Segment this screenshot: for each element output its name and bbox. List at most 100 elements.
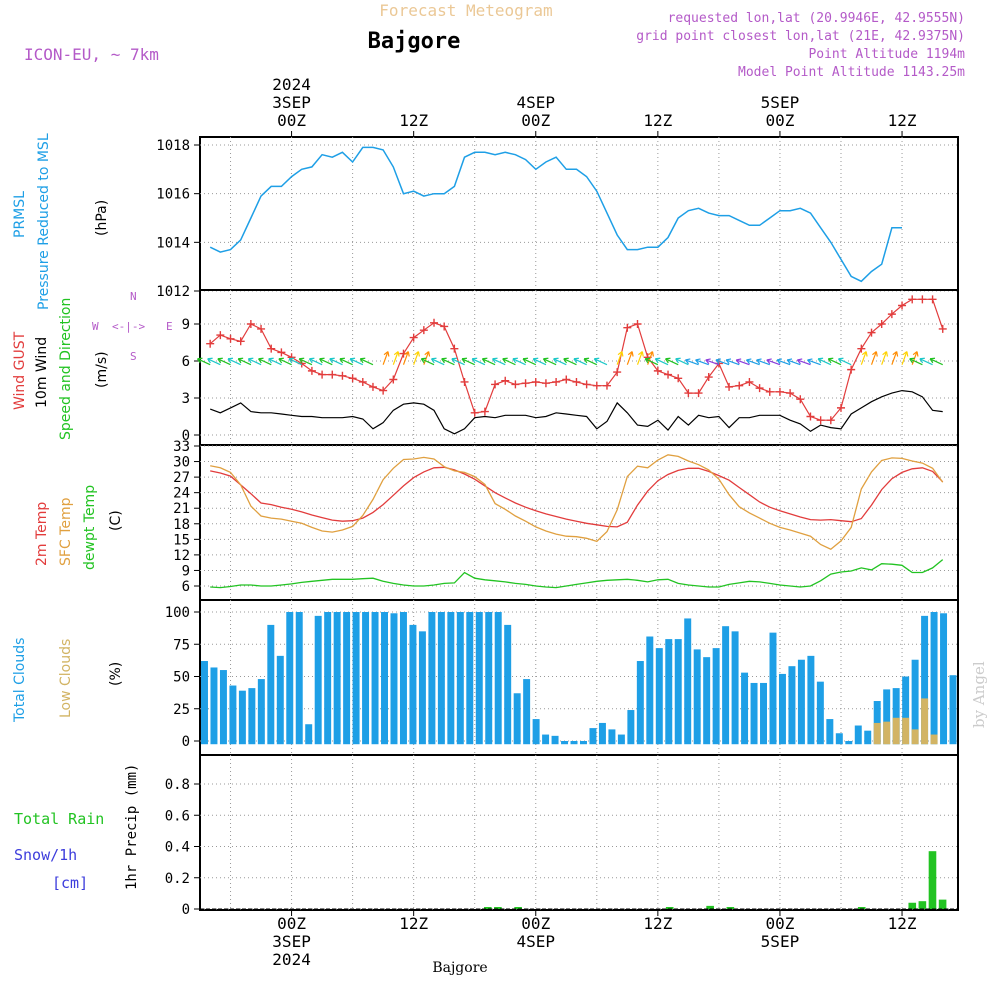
gust-point [694, 389, 703, 398]
clouds-ytick-label: 75 [173, 637, 190, 653]
gust-point [562, 375, 571, 384]
wind-ytick-label: 0 [182, 428, 190, 444]
gust-point [816, 416, 825, 425]
total-clouds-bar [636, 661, 644, 745]
gust-point [470, 408, 479, 417]
total-clouds-bar [343, 612, 351, 745]
total-clouds-bar [750, 682, 758, 745]
total-clouds-bar [210, 667, 218, 745]
gust-point [328, 370, 337, 379]
wind-arrow-head [593, 357, 600, 364]
wind-arrow-head [644, 357, 651, 364]
rain-bar [918, 901, 927, 909]
wind-arrow [736, 359, 750, 366]
gust-point [857, 344, 866, 353]
gust-point [226, 334, 235, 343]
wind-arrow [319, 358, 333, 366]
bottom-time-label: 12Z [643, 914, 672, 933]
wind-arrow [746, 359, 760, 366]
gust-point [938, 324, 947, 333]
gust-point [480, 407, 489, 416]
wind-arrow [309, 358, 323, 366]
wind-arrow-head [807, 358, 813, 365]
total-clouds-bar [485, 612, 493, 745]
total-clouds-bar [324, 612, 332, 745]
wind-arrow [392, 351, 399, 365]
wind-arrow-head [451, 357, 457, 364]
low-clouds-bar [873, 722, 881, 745]
wind-arrow-head [512, 357, 518, 364]
gust-point [572, 377, 581, 386]
gust-point [775, 387, 784, 396]
sfc-label: SFC Temp [58, 497, 74, 566]
total-clouds-bar [504, 624, 512, 745]
gust-point [531, 377, 540, 386]
wind-arrow-head [909, 357, 915, 364]
wind-arrow [227, 358, 241, 366]
wind-arrow-head [393, 351, 400, 357]
gust-point [541, 379, 550, 388]
gust-point [786, 389, 795, 398]
rain-bar [726, 907, 735, 909]
wind-ytick-label: 3 [182, 391, 190, 407]
wind-arrow-head [872, 351, 878, 357]
wind-arrow [870, 351, 877, 365]
gust-label: Wind GUST [12, 331, 28, 410]
wind-arrow [881, 351, 888, 365]
wind-arrow-head [217, 357, 223, 364]
wind-label: 10m Wind [34, 337, 50, 408]
gust-point [664, 370, 673, 379]
total-clouds-bar [418, 631, 426, 745]
info-line-3: Point Altitude 1194m [808, 47, 965, 62]
wind-arrow [502, 358, 516, 366]
total-clouds-bar [267, 624, 275, 745]
total-clouds-bar [845, 741, 853, 745]
wind-arrow-head [919, 357, 925, 364]
gust-point [216, 331, 225, 340]
total-clouds-bar [797, 659, 805, 745]
wind-arrow-head [837, 357, 844, 364]
gust-point [806, 412, 815, 421]
wind-arrow-head [715, 358, 721, 365]
top-time-label: 12Z [399, 111, 428, 130]
wind-arrow [482, 358, 496, 366]
wind-arrow-head [227, 357, 234, 364]
wind-arrow [705, 359, 720, 366]
wind-arrow-head [684, 358, 691, 365]
low-clouds-bar [892, 717, 900, 745]
total-clouds-bar [305, 724, 313, 745]
location-title: Bajgore [368, 29, 461, 54]
low-clouds-bar [921, 698, 929, 745]
panel-wind: 0 3 6 9 [182, 289, 959, 446]
wind-arrow [360, 358, 374, 366]
temperature-frame [199, 444, 959, 601]
total-clouds-bar [229, 685, 237, 745]
total-clouds-bar [201, 661, 208, 745]
wind-arrow-head [861, 351, 868, 357]
low-clouds-bar [883, 721, 891, 745]
wind-arrow-head [359, 357, 366, 364]
gust-point [277, 348, 286, 357]
total-clouds-bar [333, 612, 341, 745]
gust-point [613, 368, 622, 377]
wind-arrow [258, 358, 272, 366]
low-clouds-label: Low Clouds [58, 639, 74, 718]
panels: 1012101410161018036969121518212427303302… [156, 136, 959, 918]
total-clouds-bar [447, 612, 455, 745]
wind-arrow [786, 359, 801, 366]
wind-arrow-head [617, 351, 624, 357]
bottom-time-label: 2024 [272, 950, 311, 969]
gust-point [725, 382, 734, 391]
gust-point [419, 326, 428, 335]
svg-text:S: S [130, 350, 137, 363]
wind-speed-label: Speed and Direction [58, 298, 74, 440]
wind-arrow [207, 358, 221, 366]
precip-axis-label: 1hr Precip (mm) [124, 764, 140, 890]
top-time-label: 12Z [888, 111, 917, 130]
total-clouds-bar [352, 612, 360, 745]
total-clouds-bar [921, 615, 929, 745]
pressure-ytick-label: 1016 [156, 187, 190, 203]
wind-arrow [909, 358, 923, 366]
top-time-label: 3SEP [272, 93, 311, 112]
total-clouds-bar [561, 741, 569, 745]
